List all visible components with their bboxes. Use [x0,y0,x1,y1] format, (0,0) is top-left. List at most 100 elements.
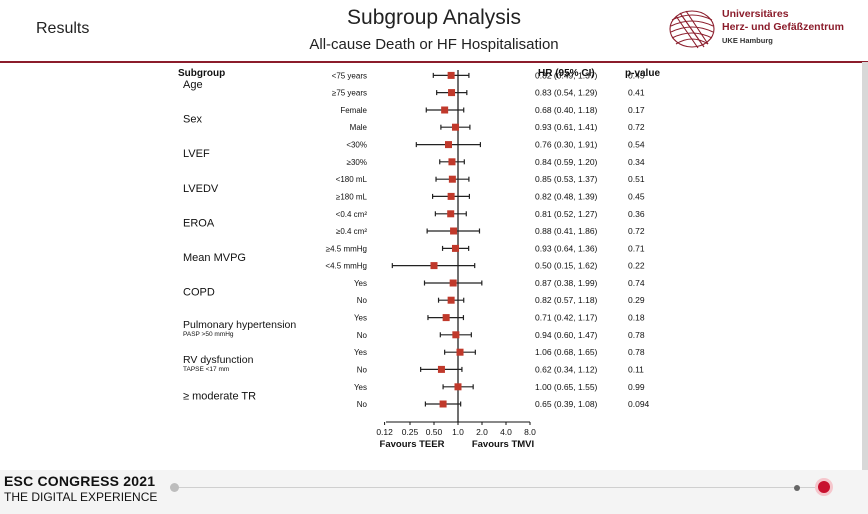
p-value-text: 0.094 [628,399,650,409]
hr-ci-text: 0.76 (0.30, 1.91) [535,140,598,150]
hr-ci-text: 0.93 (0.61, 1.41) [535,122,598,132]
subgroup-label: Sex [183,114,202,126]
hr-ci-text: 0.81 (0.52, 1.27) [535,209,598,219]
subgroup-note: PASP >50 mmHg [183,331,234,338]
hr-ci-text: 0.88 (0.41, 1.86) [535,226,598,236]
level-label: <180 mL [336,175,368,184]
p-value-text: 0.41 [628,88,645,98]
p-value-text: 0.36 [628,209,645,219]
column-header-p: p-value [625,68,660,79]
slide-title: Subgroup Analysis [347,6,521,29]
p-value-text: 0.34 [628,157,645,167]
p-value-text: 0.74 [628,278,645,288]
subgroup-label: EROA [183,217,215,229]
level-label: <75 years [332,71,367,80]
p-value-text: 0.72 [628,226,645,236]
hr-point [447,296,455,304]
playback-marker[interactable] [794,485,800,491]
hr-point [430,262,438,270]
subgroup-label: Pulmonary hypertension [183,319,296,331]
favours-left-label: Favours TEER [380,439,445,450]
section-label: Results [36,20,90,37]
level-label: No [357,331,368,340]
level-label: No [357,400,368,409]
hr-ci-text: 0.82 (0.57, 1.18) [535,295,598,305]
p-value-text: 0.51 [628,174,645,184]
hr-ci-text: 1.06 (0.68, 1.65) [535,347,598,357]
level-label: ≥75 years [332,89,367,98]
hr-point [454,383,462,391]
slide-header: Results Subgroup Analysis All-cause Deat… [0,0,868,62]
p-value-text: 0.45 [628,70,645,80]
x-tick-label: 4.0 [500,427,512,437]
logo-text-line2: Herz- und Gefäßzentrum [722,21,844,33]
subgroup-label: LVEF [183,148,210,160]
playback-track[interactable] [174,487,826,488]
slide-subtitle: All-cause Death or HF Hospitalisation [309,36,559,53]
hr-ci-text: 0.87 (0.38, 1.99) [535,278,598,288]
hr-ci-text: 0.68 (0.40, 1.18) [535,105,598,115]
right-edge-panel [862,62,868,514]
p-value-text: 0.71 [628,243,645,253]
subgroup-label: Mean MVPG [183,252,246,264]
congress-tagline: THE DIGITAL EXPERIENCE [4,490,158,504]
p-value-text: 0.54 [628,140,645,150]
x-tick-label: 0.50 [426,427,443,437]
hr-ci-text: 0.85 (0.53, 1.37) [535,174,598,184]
x-tick-label: 0.12 [376,427,393,437]
logo-mark-icon [669,10,715,49]
institution-logo: Universitäres Herz- und Gefäßzentrum UKE… [668,6,863,52]
p-value-text: 0.29 [628,295,645,305]
x-tick-label: 1.0 [452,427,464,437]
x-tick-label: 0.25 [402,427,419,437]
hr-point [450,227,458,235]
subgroup-label: ≥ moderate TR [183,390,256,402]
level-label: Yes [354,314,367,323]
subgroup-label: RV dysfunction [183,354,254,366]
hr-ci-text: 1.00 (0.65, 1.55) [535,382,598,392]
x-tick-label: 8.0 [524,427,536,437]
hr-ci-text: 0.82 (0.49, 1.37) [535,70,598,80]
hr-ci-text: 0.94 (0.60, 1.47) [535,330,598,340]
hr-point [451,244,459,252]
p-value-text: 0.78 [628,347,645,357]
hr-point [452,331,460,339]
level-label: <0.4 cm² [336,210,368,219]
logo-text-line3: UKE Hamburg [722,36,773,45]
p-value-text: 0.11 [628,364,644,374]
hr-point [444,141,452,149]
hr-ci-text: 0.83 (0.54, 1.29) [535,88,598,98]
hr-ci-text: 0.62 (0.34, 1.12) [535,364,598,374]
header-divider [0,61,868,63]
level-label: Yes [354,348,367,357]
hr-point [439,400,447,408]
p-value-text: 0.99 [628,382,645,392]
level-label: Male [350,123,368,132]
logo-text-line1: Universitäres [722,8,789,20]
hr-point [447,71,455,79]
level-label: <4.5 mmHg [325,262,367,271]
playback-start-handle[interactable] [170,483,179,492]
column-header-subgroup: Subgroup [178,68,225,79]
subgroup-label: Age [183,79,203,91]
congress-name: ESC CONGRESS 2021 [4,473,156,489]
p-value-text: 0.78 [628,330,645,340]
level-label: <30% [346,141,367,150]
p-value-text: 0.17 [628,105,645,115]
hr-point [456,348,464,356]
playback-position-handle[interactable] [818,481,830,493]
level-label: ≥30% [347,158,367,167]
level-label: Yes [354,383,367,392]
favours-right-label: Favours TMVI [472,439,534,450]
p-value-text: 0.72 [628,122,645,132]
hr-point [442,314,450,322]
level-label: ≥0.4 cm² [336,227,367,236]
hr-ci-text: 0.93 (0.64, 1.36) [535,243,598,253]
hr-ci-text: 0.82 (0.48, 1.39) [535,191,598,201]
level-label: ≥4.5 mmHg [326,244,367,253]
footer-band [0,470,868,514]
hr-ci-text: 0.84 (0.59, 1.20) [535,157,598,167]
hr-point [447,210,455,218]
p-value-text: 0.18 [628,313,645,323]
p-value-text: 0.22 [628,261,645,271]
